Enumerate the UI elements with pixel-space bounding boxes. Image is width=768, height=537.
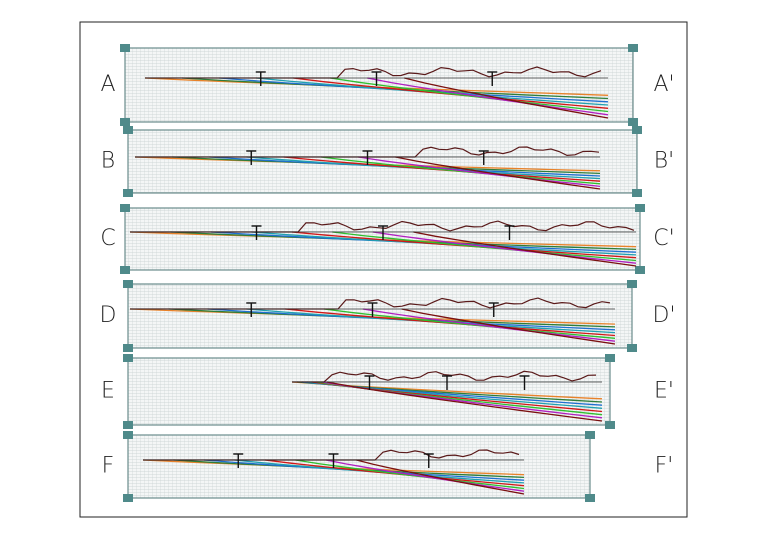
corner-marker [120,118,130,126]
section-panel: A A' [100,44,675,126]
corner-marker [123,494,133,502]
corner-marker [120,266,130,274]
corner-marker [123,431,133,439]
section-label-right: F' [655,454,674,479]
corner-marker [627,280,637,288]
ground-surface [292,370,597,383]
section-label-left: A [100,72,115,97]
section-label-left: F [102,454,115,479]
section-label-left: D [100,303,117,328]
stratum-line [401,308,616,345]
section-label-right: A' [653,72,674,97]
corner-marker [585,431,595,439]
section-panel: D D' [100,280,676,352]
stratum-line [413,231,637,267]
stratum-line [325,459,525,492]
stratum-line [404,77,609,119]
stratum-line [356,459,525,495]
section-panel: E E' [101,354,674,429]
stratum-line [372,231,637,264]
corner-marker [632,126,642,134]
corner-marker [632,189,642,197]
section-label-left: B [101,149,115,174]
corner-marker [635,266,645,274]
corner-marker [628,44,638,52]
corner-marker [585,494,595,502]
section-grid [127,357,611,426]
corner-marker [605,421,615,429]
corner-marker [120,204,130,212]
stratum-line [395,156,601,190]
section-label-right: D' [653,303,676,328]
section-label-right: C' [653,226,674,251]
section-label-right: E' [654,379,674,404]
section-label-right: B' [654,149,674,174]
corner-marker [628,118,638,126]
section-label-left: C [100,226,115,251]
corner-marker [123,189,133,197]
corner-marker [123,344,133,352]
section-panel: C C' [100,204,675,274]
corner-marker [123,421,133,429]
corner-marker [123,280,133,288]
corner-marker [605,354,615,362]
section-panel: B B' [101,126,674,197]
corner-marker [627,344,637,352]
stratum-line [358,156,601,188]
corner-marker [123,126,133,134]
corner-marker [635,204,645,212]
stratum-line [326,381,603,422]
corner-marker [120,44,130,52]
section-label-left: E [101,379,115,404]
stratum-line [367,77,609,116]
stratum-line [362,308,616,342]
corner-marker [123,354,133,362]
section-panel: F F' [102,431,674,502]
